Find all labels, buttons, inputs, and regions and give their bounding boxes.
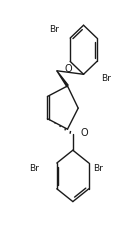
Text: Br: Br bbox=[94, 164, 103, 173]
Polygon shape bbox=[57, 71, 68, 87]
Text: Br: Br bbox=[102, 74, 112, 83]
Text: Br: Br bbox=[29, 164, 39, 173]
Text: Br: Br bbox=[49, 25, 59, 34]
Text: O: O bbox=[81, 128, 88, 138]
Text: O: O bbox=[65, 64, 72, 74]
